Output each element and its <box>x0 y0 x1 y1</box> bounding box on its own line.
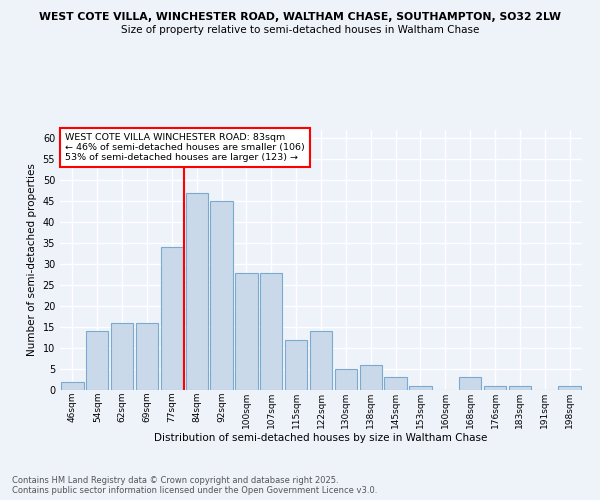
Bar <box>185 193 208 390</box>
Bar <box>211 202 233 390</box>
Bar <box>86 332 109 390</box>
Bar <box>359 365 382 390</box>
Text: WEST COTE VILLA WINCHESTER ROAD: 83sqm
← 46% of semi-detached houses are smaller: WEST COTE VILLA WINCHESTER ROAD: 83sqm ←… <box>65 132 305 162</box>
Bar <box>111 323 133 390</box>
Bar <box>459 378 481 390</box>
Y-axis label: Number of semi-detached properties: Number of semi-detached properties <box>27 164 37 356</box>
Bar <box>385 378 407 390</box>
Text: Size of property relative to semi-detached houses in Waltham Chase: Size of property relative to semi-detach… <box>121 25 479 35</box>
Bar <box>310 332 332 390</box>
Bar <box>136 323 158 390</box>
Bar <box>260 272 283 390</box>
X-axis label: Distribution of semi-detached houses by size in Waltham Chase: Distribution of semi-detached houses by … <box>154 434 488 444</box>
Text: Contains HM Land Registry data © Crown copyright and database right 2025.
Contai: Contains HM Land Registry data © Crown c… <box>12 476 377 495</box>
Bar <box>509 386 531 390</box>
Text: WEST COTE VILLA, WINCHESTER ROAD, WALTHAM CHASE, SOUTHAMPTON, SO32 2LW: WEST COTE VILLA, WINCHESTER ROAD, WALTHA… <box>39 12 561 22</box>
Bar <box>285 340 307 390</box>
Bar <box>335 369 357 390</box>
Bar <box>61 382 83 390</box>
Bar <box>484 386 506 390</box>
Bar <box>161 248 183 390</box>
Bar <box>409 386 431 390</box>
Bar <box>235 272 257 390</box>
Bar <box>559 386 581 390</box>
